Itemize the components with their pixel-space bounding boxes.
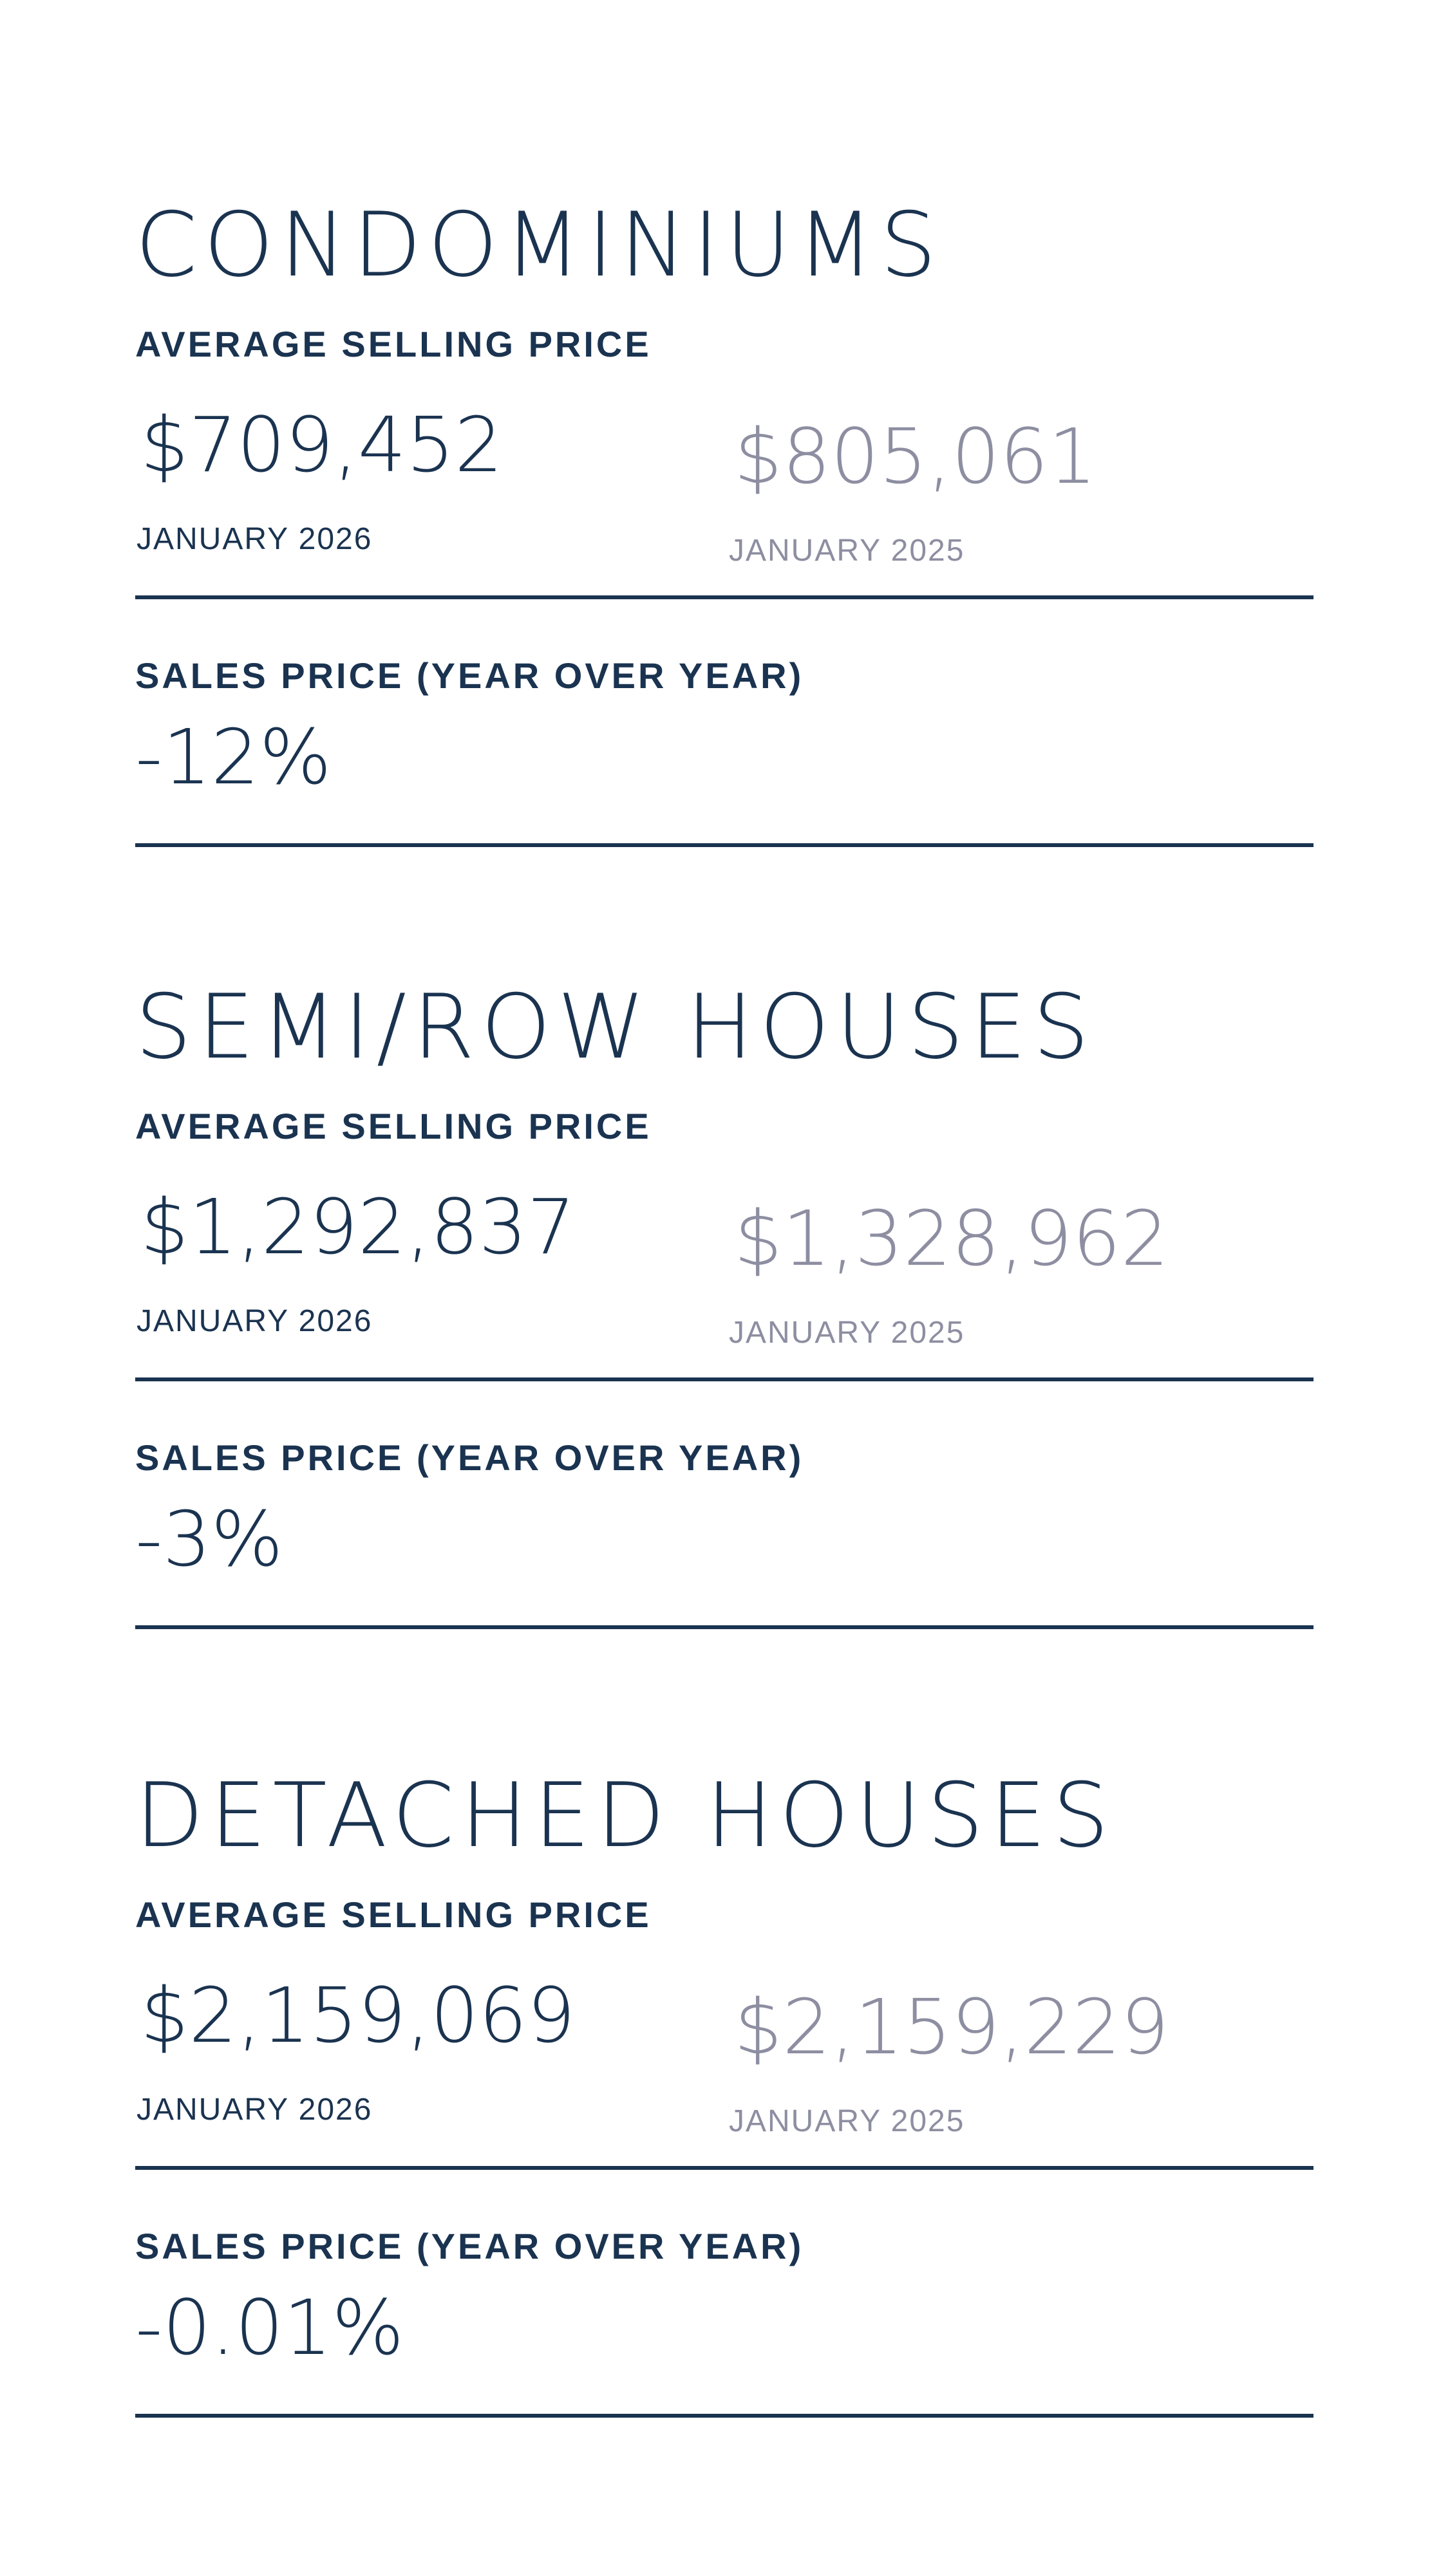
yoy-value: -12%	[135, 713, 332, 801]
previous-period: JANUARY 2025	[729, 1316, 965, 1350]
divider	[135, 2166, 1313, 2170]
section-title: SEMI/ROW HOUSES	[135, 975, 1096, 1079]
yoy-label: SALES PRICE (YEAR OVER YEAR)	[135, 1437, 804, 1478]
divider	[135, 2414, 1313, 2418]
current-period: JANUARY 2026	[137, 522, 373, 556]
previous-price: $2,159,229	[734, 1983, 1169, 2071]
section-title: DETACHED HOUSES	[135, 1764, 1116, 1867]
divider	[135, 1377, 1313, 1381]
current-price: $709,452	[140, 400, 504, 489]
section-title: CONDOMINIUMS	[135, 193, 943, 297]
yoy-value: -0.01%	[135, 2283, 404, 2372]
divider	[135, 843, 1313, 847]
previous-price: $805,061	[734, 412, 1097, 501]
divider	[135, 595, 1313, 599]
yoy-value: -3%	[135, 1495, 283, 1583]
yoy-label: SALES PRICE (YEAR OVER YEAR)	[135, 655, 804, 696]
previous-period: JANUARY 2025	[729, 2104, 965, 2138]
average-selling-price-label: AVERAGE SELLING PRICE	[135, 1106, 652, 1146]
current-price: $1,292,837	[140, 1182, 576, 1271]
yoy-label: SALES PRICE (YEAR OVER YEAR)	[135, 2226, 804, 2266]
current-price: $2,159,069	[140, 1971, 576, 2060]
previous-period: JANUARY 2025	[729, 534, 965, 568]
average-selling-price-label: AVERAGE SELLING PRICE	[135, 1894, 652, 1935]
current-period: JANUARY 2026	[137, 1304, 373, 1338]
current-period: JANUARY 2026	[137, 2093, 373, 2127]
average-selling-price-label: AVERAGE SELLING PRICE	[135, 324, 652, 364]
previous-price: $1,328,962	[734, 1194, 1169, 1283]
divider	[135, 1625, 1313, 1629]
